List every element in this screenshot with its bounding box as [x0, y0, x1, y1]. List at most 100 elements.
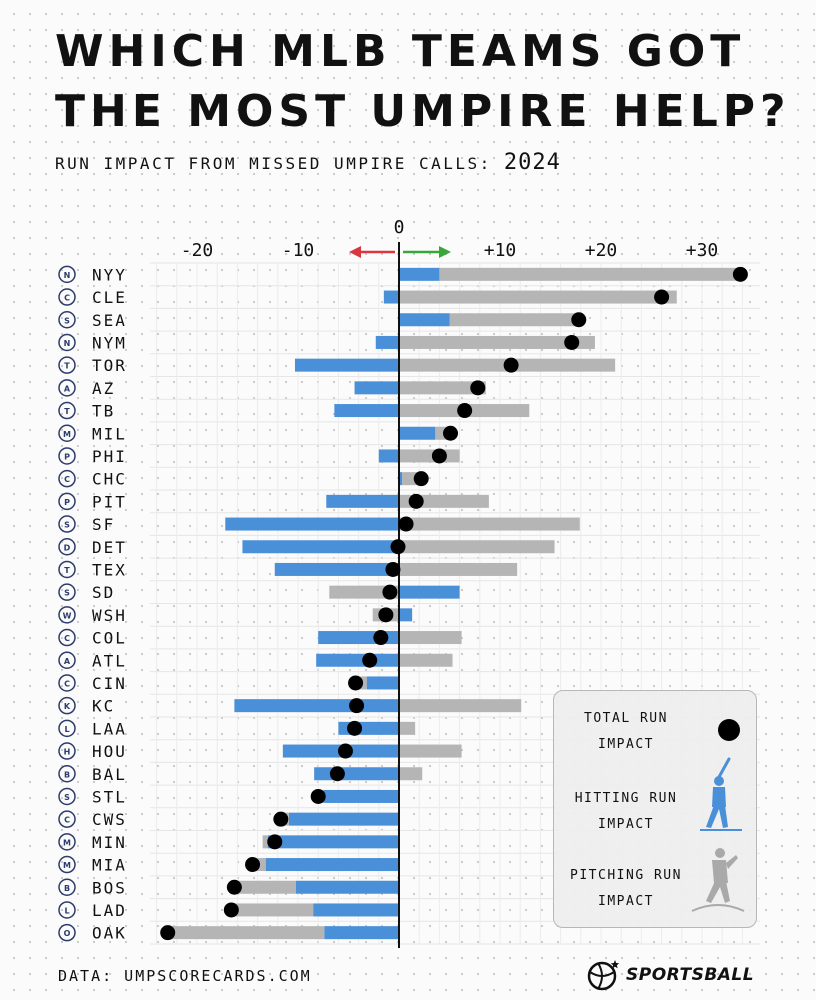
- team-icon-letter: C: [64, 816, 70, 825]
- team-icon-letter: O: [64, 929, 71, 938]
- team-label: MIA: [92, 856, 127, 875]
- legend-hitting-label: HITTING RUN IMPACT: [574, 791, 678, 832]
- hitting-bar: [323, 789, 399, 803]
- mariners-logo-icon: [58, 311, 76, 329]
- team-icon-letter: P: [64, 498, 70, 507]
- team-icon-letter: D: [64, 543, 71, 552]
- twins-logo-icon: [58, 833, 76, 851]
- legend-total-icon: [718, 719, 740, 741]
- hitting-bar: [265, 858, 399, 872]
- total-dot: [431, 448, 447, 464]
- total-dot: [564, 334, 580, 350]
- legend-total-label: TOTAL RUN IMPACT: [584, 711, 668, 752]
- legend: TOTAL RUN IMPACT HITTING RUN IMPACT PITC…: [553, 690, 757, 928]
- pitching-bar: [449, 313, 579, 327]
- hitting-bar: [313, 903, 399, 917]
- team-icon-letter: M: [63, 861, 71, 870]
- total-dot: [732, 266, 748, 282]
- pitching-bar: [439, 267, 741, 281]
- guardians-logo-icon: [58, 288, 76, 306]
- team-label: PIT: [92, 492, 127, 511]
- total-dot: [329, 766, 345, 782]
- rangers-logo-icon: [58, 560, 76, 579]
- team-icon-letter: K: [64, 702, 71, 711]
- hitting-bar: [383, 290, 399, 304]
- team-icon-letter: P: [64, 452, 70, 461]
- pitching-bar: [399, 767, 423, 781]
- subtitle-year: 2024: [503, 150, 561, 175]
- reds-logo-icon: [58, 674, 76, 692]
- team-icon-letter: C: [64, 679, 70, 688]
- legend-pitching-label: PITCHING RUN IMPACT: [570, 868, 682, 909]
- hitting-bar: [354, 381, 399, 395]
- total-dot: [443, 425, 459, 441]
- yankees-logo-icon: [58, 265, 76, 284]
- pitching-bar: [231, 903, 314, 917]
- hitting-bar: [242, 540, 399, 554]
- total-dot: [470, 380, 486, 396]
- team-icon-letter: T: [64, 407, 70, 416]
- giants-logo-icon: [58, 515, 76, 533]
- team-icon-letter: A: [64, 657, 71, 666]
- pitching-bar: [399, 517, 580, 531]
- hitting-bar: [288, 812, 399, 826]
- total-dot: [503, 357, 519, 373]
- total-dot: [398, 516, 414, 532]
- cardinals-logo-icon: [58, 787, 76, 806]
- pitcher-icon: [691, 848, 745, 912]
- data-source: DATA: UMPSCORECARDS.COM: [58, 967, 312, 985]
- team-label: COL: [92, 629, 127, 648]
- team-label: LAD: [92, 901, 127, 920]
- pitching-bar: [399, 562, 518, 576]
- chart-title: WHICH MLB TEAMS GOT THE MOST UMPIRE HELP…: [55, 22, 791, 142]
- total-dot: [226, 879, 242, 895]
- pitching-bar: [399, 449, 460, 463]
- rockies-logo-icon: [58, 628, 76, 647]
- team-label: WSH: [92, 606, 127, 625]
- team-icon-letter: B: [64, 884, 70, 893]
- total-dot: [378, 607, 394, 623]
- total-dot: [160, 925, 176, 941]
- team-icon-letter: C: [64, 294, 70, 303]
- team-icon-letter: W: [63, 611, 72, 620]
- astros-logo-icon: [58, 742, 76, 760]
- team-label: NYY: [92, 265, 127, 284]
- athletics-logo-icon: [58, 923, 76, 942]
- team-label: MIN: [92, 833, 127, 852]
- total-dot: [347, 720, 363, 736]
- team-label: KC: [92, 697, 115, 716]
- team-icon-letter: B: [64, 770, 70, 779]
- team-label: TOR: [92, 356, 127, 375]
- negative-arrow-head: [349, 246, 361, 258]
- team-label: SEA: [92, 311, 127, 330]
- cubs-logo-icon: [58, 469, 76, 488]
- team-icon-letter: N: [64, 339, 71, 348]
- team-label: CLE: [92, 288, 127, 307]
- hitting-bar: [267, 835, 399, 849]
- chart-subtitle: RUN IMPACT FROM MISSED UMPIRE CALLS: 202…: [55, 150, 561, 175]
- hitting-bar: [399, 267, 440, 281]
- team-icon-letter: C: [64, 634, 70, 643]
- total-dot: [349, 698, 365, 714]
- pitching-bar: [399, 744, 462, 758]
- angels-logo-icon: [58, 719, 76, 738]
- hitting-bar: [334, 404, 399, 418]
- team-icon-letter: T: [64, 362, 70, 371]
- dodgers-logo-icon: [58, 901, 76, 919]
- total-dot: [337, 743, 353, 759]
- royals-logo-icon: [58, 696, 76, 715]
- team-label: ATL: [92, 651, 127, 670]
- pitching-bar: [262, 835, 268, 849]
- hitting-bar: [314, 767, 399, 781]
- tigers-logo-icon: [58, 538, 76, 556]
- hitting-bar: [316, 653, 399, 667]
- team-icon-letter: H: [64, 748, 71, 757]
- hitting-bar: [375, 335, 399, 349]
- total-dot: [382, 584, 398, 600]
- team-icon-letter: N: [64, 271, 71, 280]
- team-label: NYM: [92, 333, 127, 352]
- team-icon-letter: S: [64, 589, 70, 598]
- hitting-bar: [399, 313, 450, 327]
- hitting-bar: [399, 426, 436, 440]
- team-icon-letter: M: [63, 838, 71, 847]
